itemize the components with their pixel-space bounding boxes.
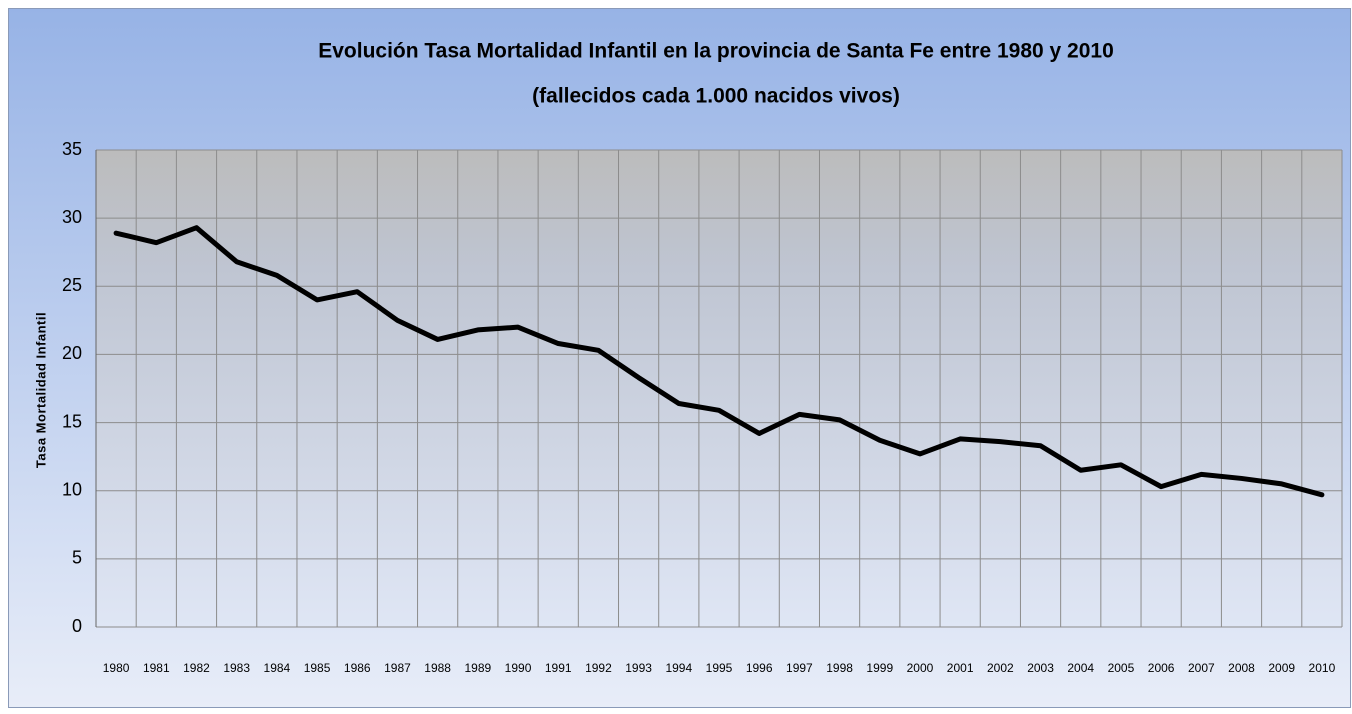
plot-area	[96, 150, 1342, 627]
x-tick-label: 1981	[143, 661, 170, 675]
x-tick-label: 1988	[424, 661, 451, 675]
x-tick-label: 1987	[384, 661, 411, 675]
x-tick-label: 2009	[1268, 661, 1295, 675]
x-tick-label: 2000	[907, 661, 934, 675]
x-tick-label: 2004	[1067, 661, 1094, 675]
y-tick-label: 35	[62, 139, 82, 159]
x-tick-label: 1991	[545, 661, 572, 675]
x-tick-label: 1983	[223, 661, 250, 675]
y-tick-label: 30	[62, 207, 82, 227]
x-tick-label: 1993	[625, 661, 652, 675]
x-tick-label: 2007	[1188, 661, 1215, 675]
x-tick-label: 1982	[183, 661, 210, 675]
x-tick-label: 2010	[1309, 661, 1336, 675]
x-tick-label: 1992	[585, 661, 612, 675]
x-tick-label: 1990	[505, 661, 532, 675]
x-tick-label: 1989	[464, 661, 491, 675]
x-tick-label: 1995	[706, 661, 733, 675]
x-tick-label: 1980	[103, 661, 130, 675]
x-tick-label: 1996	[746, 661, 773, 675]
x-tick-label: 2003	[1027, 661, 1054, 675]
x-tick-label: 2005	[1108, 661, 1135, 675]
x-tick-label: 1994	[665, 661, 692, 675]
y-tick-label: 25	[62, 275, 82, 295]
x-tick-label: 1998	[826, 661, 853, 675]
x-tick-label: 2001	[947, 661, 974, 675]
x-tick-label: 1985	[304, 661, 331, 675]
x-tick-label: 1986	[344, 661, 371, 675]
x-tick-label: 1999	[866, 661, 893, 675]
x-tick-label: 1984	[264, 661, 291, 675]
x-tick-label: 1997	[786, 661, 813, 675]
chart-title: Evolución Tasa Mortalidad Infantil en la…	[318, 40, 1114, 63]
y-tick-label: 15	[62, 411, 82, 431]
y-axis-label: Tasa Mortalidad Infantil	[33, 312, 48, 468]
y-tick-label: 0	[72, 616, 82, 636]
y-tick-label: 20	[62, 343, 82, 363]
x-tick-label: 2002	[987, 661, 1014, 675]
x-tick-label: 2008	[1228, 661, 1255, 675]
data-line	[113, 225, 1325, 498]
y-tick-label: 5	[72, 548, 82, 568]
y-tick-label: 10	[62, 479, 82, 499]
chart-subtitle: (fallecidos cada 1.000 nacidos vivos)	[532, 85, 900, 108]
x-tick-label: 2006	[1148, 661, 1175, 675]
